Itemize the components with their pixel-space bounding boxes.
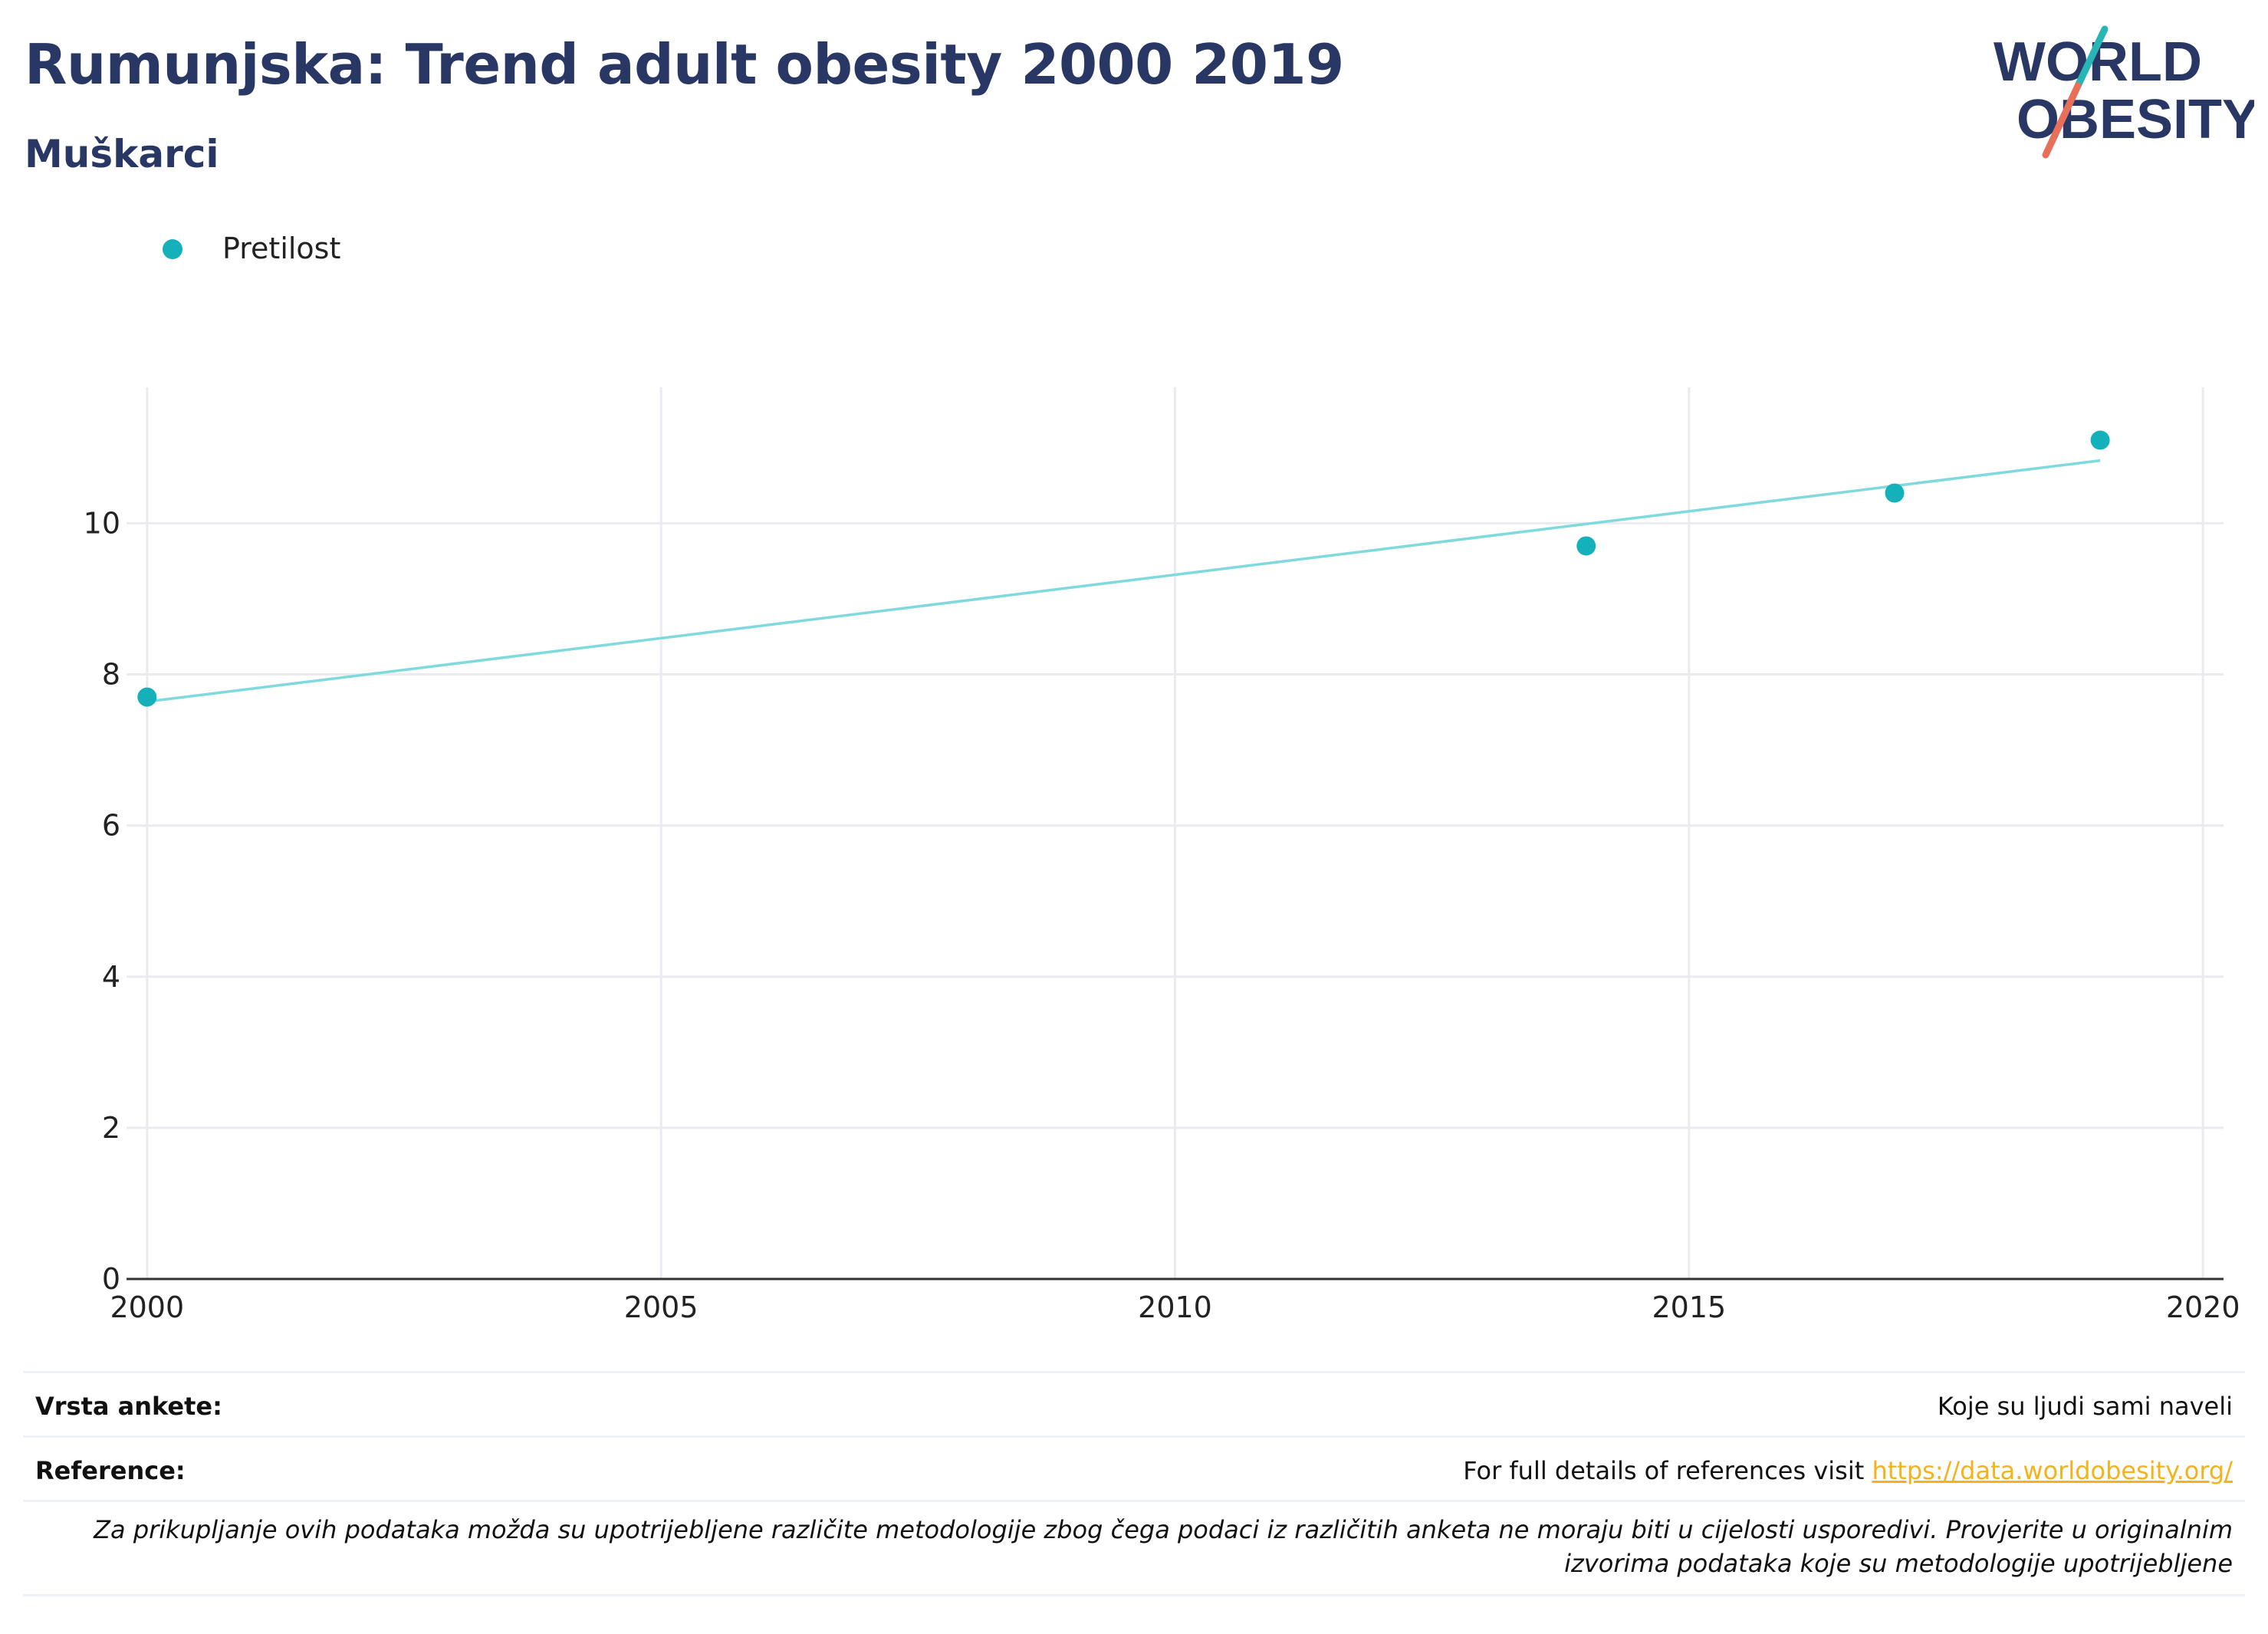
axes: 2000 2005 2010 2015 2020 0 2 4 6 8 10 [84, 506, 2240, 1324]
y-tick-label: 6 [102, 809, 120, 843]
x-tick-label: 2015 [1652, 1290, 1726, 1324]
y-tick-label: 0 [102, 1262, 120, 1296]
world-obesity-logo: WORLD OBESITY [1994, 25, 2254, 159]
x-tick-label: 2005 [624, 1290, 698, 1324]
methodology-note-row: Za prikupljanje ovih podataka možda su u… [23, 1500, 2245, 1596]
chart-footer: Vrsta ankete: Koje su ljudi sami naveli … [23, 1371, 2245, 1596]
trendline [146, 459, 2101, 703]
chart-plot: 2000 2005 2010 2015 2020 0 2 4 6 8 10 [84, 387, 2240, 1324]
chart-title: Rumunjska: Trend adult obesity 2000 2019 [25, 32, 1344, 97]
data-point[interactable] [1576, 536, 1596, 556]
chart-subtitle: Muškarci [25, 132, 219, 176]
survey-type-row: Vrsta ankete: Koje su ljudi sami naveli [23, 1371, 2245, 1435]
reference-value: For full details of references visit htt… [1463, 1456, 2233, 1485]
reference-label: Reference: [35, 1456, 186, 1485]
data-points [137, 430, 2110, 707]
logo-slash-teal [2074, 25, 2109, 90]
y-tick-label: 8 [102, 658, 120, 692]
logo-slash-coral [2042, 82, 2082, 159]
reference-text: For full details of references visit [1463, 1456, 1872, 1485]
grid-lines [127, 387, 2224, 1279]
reference-row: Reference: For full details of reference… [23, 1435, 2245, 1500]
trendline-group [146, 459, 2101, 703]
legend-marker [163, 239, 182, 259]
reference-link[interactable]: https://data.worldobesity.org/ [1872, 1456, 2233, 1485]
x-tick-label: 2020 [2166, 1290, 2240, 1324]
x-tick-label: 2000 [110, 1290, 184, 1324]
methodology-note: Za prikupljanje ovih podataka možda su u… [94, 1515, 2233, 1578]
legend-label: Pretilost [222, 232, 341, 265]
x-tick-label: 2010 [1138, 1290, 1212, 1324]
data-point[interactable] [2090, 430, 2110, 450]
data-point[interactable] [1885, 483, 1905, 503]
y-tick-label: 10 [84, 506, 120, 540]
survey-type-label: Vrsta ankete: [35, 1392, 222, 1421]
y-tick-label: 4 [102, 960, 120, 994]
y-tick-label: 2 [102, 1111, 120, 1145]
data-point[interactable] [137, 687, 157, 707]
survey-type-value: Koje su ljudi sami naveli [1937, 1392, 2233, 1421]
